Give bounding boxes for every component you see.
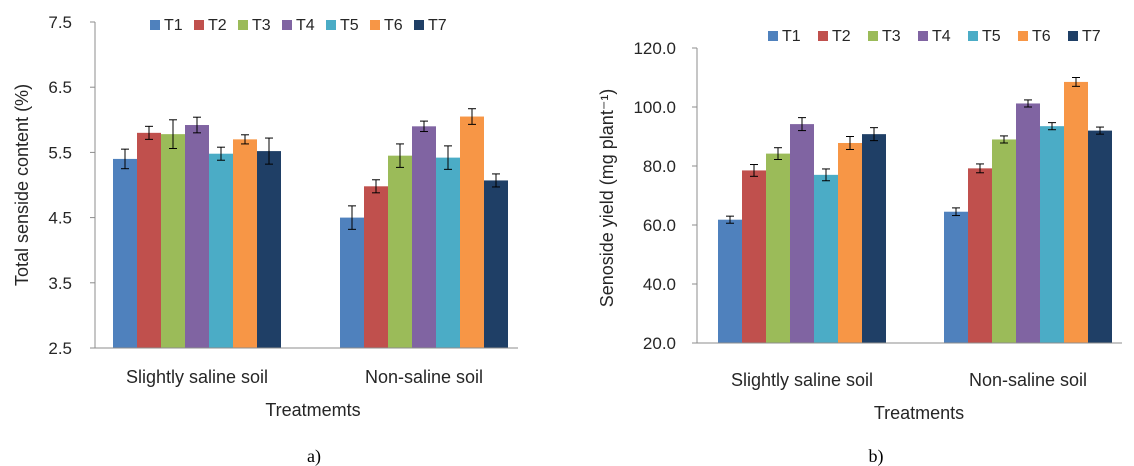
bar-t1 — [113, 158, 137, 348]
bar-t5 — [814, 174, 838, 343]
x-category-label: Non-saline soil — [969, 370, 1087, 390]
x-categories-a: Slightly saline soil Non-saline soil — [126, 367, 483, 387]
y-tick-label: 120.0 — [633, 39, 676, 58]
legend-swatch-t6 — [1018, 31, 1028, 41]
y-ticks-b: 20.0 40.0 60.0 80.0 100.0 120.0 — [633, 39, 697, 353]
y-tick-label: 80.0 — [643, 157, 676, 176]
bar-t1 — [340, 217, 364, 348]
legend-swatch-t6 — [370, 20, 380, 30]
bar-t2 — [968, 168, 992, 343]
chart-panel-a: T1 T2 T3 T4 T5 T6 T7 Total senside content (%)… — [12, 13, 518, 466]
legend-label-t5: T5 — [340, 17, 359, 34]
legend-label-t7: T7 — [428, 17, 447, 34]
legend-label-t6: T6 — [1032, 28, 1051, 45]
bar-t5 — [1040, 126, 1064, 343]
y-ticks-a: 2.5 3.5 4.5 5.5 6.5 7.5 — [48, 13, 95, 358]
bar-t4 — [1016, 103, 1040, 344]
legend-label-t3: T3 — [252, 17, 271, 34]
bar-t6 — [233, 139, 257, 348]
bar-t3 — [766, 153, 790, 343]
legend-swatch-t2 — [194, 20, 204, 30]
x-axis-label-b: Treatments — [874, 403, 964, 423]
bar-t1 — [718, 219, 742, 343]
legend-swatch-t7 — [414, 20, 424, 30]
x-category-label: Non-saline soil — [365, 367, 483, 387]
panel-label-a: a) — [307, 446, 321, 466]
bar-t2 — [364, 186, 388, 348]
legend-label-t3: T3 — [882, 28, 901, 45]
legend-label-t1: T1 — [164, 17, 183, 34]
legend-b: T1 T2 T3 T4 T5 T6 T7 — [768, 28, 1101, 45]
bar-t7 — [1088, 130, 1112, 343]
bar-t1 — [944, 211, 968, 343]
y-tick-label: 6.5 — [48, 78, 72, 97]
y-tick-label: 2.5 — [48, 339, 72, 358]
bar-t6 — [838, 142, 862, 343]
x-axis-label-a: Treatmemts — [265, 400, 360, 420]
legend-swatch-t2 — [818, 31, 828, 41]
bar-t6 — [1064, 81, 1088, 344]
legend-label-t4: T4 — [296, 17, 315, 34]
y-axis-label-b: Senoside yield (mg plant⁻¹) — [597, 89, 617, 308]
bar-t4 — [185, 125, 209, 349]
legend-swatch-t5 — [968, 31, 978, 41]
bar-t3 — [161, 134, 185, 348]
chart-panel-b: T1 T2 T3 T4 T5 T6 T7 Senoside yield (mg plant⁻… — [597, 28, 1122, 466]
bar-t3 — [388, 155, 412, 348]
y-tick-label: 5.5 — [48, 143, 72, 162]
legend-swatch-t4 — [918, 31, 928, 41]
bar-t3 — [992, 139, 1016, 343]
y-tick-label: 60.0 — [643, 216, 676, 235]
bars-a — [113, 108, 508, 349]
bar-t6 — [460, 116, 484, 348]
legend-swatch-t7 — [1068, 31, 1078, 41]
bar-t7 — [862, 134, 886, 343]
y-axis-label-a: Total senside content (%) — [12, 84, 32, 286]
legend-swatch-t5 — [326, 20, 336, 30]
x-category-label: Slightly saline soil — [731, 370, 873, 390]
legend-label-t1: T1 — [782, 28, 801, 45]
x-categories-b: Slightly saline soil Non-saline soil — [731, 370, 1087, 390]
bar-t5 — [209, 153, 233, 348]
bar-t2 — [137, 132, 161, 348]
legend-swatch-t4 — [282, 20, 292, 30]
y-tick-label: 7.5 — [48, 13, 72, 32]
y-tick-label: 4.5 — [48, 209, 72, 228]
legend-label-t2: T2 — [208, 17, 227, 34]
bar-t7 — [484, 180, 508, 348]
bar-t4 — [790, 124, 814, 343]
legend-swatch-t1 — [768, 31, 778, 41]
bar-t7 — [257, 151, 281, 348]
legend-swatch-t3 — [238, 20, 248, 30]
legend-label-t5: T5 — [982, 28, 1001, 45]
bar-t5 — [436, 157, 460, 348]
y-tick-label: 3.5 — [48, 274, 72, 293]
bar-t4 — [412, 126, 436, 348]
bars-b — [718, 77, 1112, 344]
x-category-label: Slightly saline soil — [126, 367, 268, 387]
y-tick-label: 40.0 — [643, 275, 676, 294]
y-tick-label: 20.0 — [643, 334, 676, 353]
legend-label-t7: T7 — [1082, 28, 1101, 45]
legend-swatch-t1 — [150, 20, 160, 30]
legend-a: T1 T2 T3 T4 T5 T6 T7 — [150, 17, 447, 34]
y-tick-label: 100.0 — [633, 98, 676, 117]
legend-label-t4: T4 — [932, 28, 951, 45]
panel-label-b: b) — [869, 446, 884, 466]
legend-swatch-t3 — [868, 31, 878, 41]
bar-t2 — [742, 170, 766, 343]
legend-label-t2: T2 — [832, 28, 851, 45]
legend-label-t6: T6 — [384, 17, 403, 34]
